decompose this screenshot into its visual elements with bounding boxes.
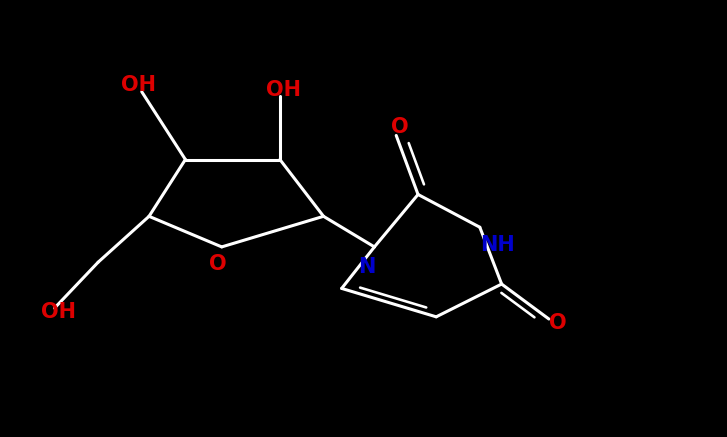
Text: NH: NH: [481, 235, 515, 255]
Text: N: N: [358, 257, 376, 277]
Text: O: O: [209, 254, 227, 274]
Text: OH: OH: [41, 302, 76, 323]
Text: O: O: [549, 312, 566, 333]
Text: O: O: [391, 117, 409, 137]
Text: OH: OH: [266, 80, 301, 100]
Text: OH: OH: [121, 75, 156, 95]
